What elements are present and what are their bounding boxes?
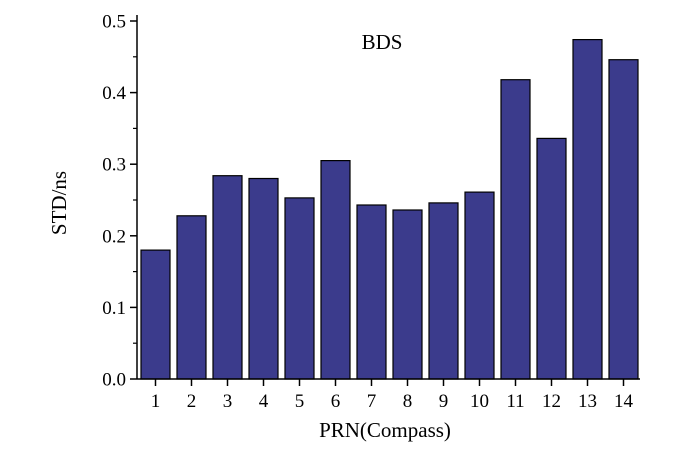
bar-14: [608, 59, 639, 380]
y-tick-label: 0.3: [102, 155, 126, 176]
y-tick-label: 0.0: [102, 370, 126, 391]
x-tick-label: 12: [542, 391, 561, 412]
x-tick-label: 6: [331, 391, 341, 412]
x-tick-label: 4: [259, 391, 269, 412]
bar-3: [212, 175, 243, 380]
x-axis-title: PRN(Compass): [319, 418, 451, 442]
y-axis-title: STD/ns: [47, 171, 71, 235]
y-tick-label: 0.1: [102, 298, 126, 319]
x-tick-label: 9: [439, 391, 449, 412]
x-tick-label: 3: [223, 391, 233, 412]
x-tick-label: 11: [506, 391, 524, 412]
bar-12: [536, 137, 567, 380]
x-tick-label: 2: [187, 391, 197, 412]
x-tick-label: 7: [367, 391, 377, 412]
y-tick-label: 0.2: [102, 226, 126, 247]
bar-2: [176, 215, 207, 380]
y-ticks-group: 0.0 0.1 0.2 0.3 0.4 0.5: [102, 12, 137, 391]
x-tick-label: 5: [295, 391, 305, 412]
bar-11: [500, 79, 531, 380]
y-tick-label: 0.4: [102, 83, 126, 104]
bar-4: [248, 177, 279, 380]
bar-8: [392, 209, 423, 380]
bar-7: [356, 204, 387, 380]
chart-annotation: BDS: [362, 30, 403, 54]
bar-5: [284, 197, 315, 380]
x-tick-label: 10: [470, 391, 489, 412]
bar-10: [464, 191, 495, 380]
bar-6: [320, 160, 351, 380]
bar-13: [572, 38, 603, 380]
bar-1: [140, 249, 171, 380]
bar-9: [428, 202, 459, 380]
x-ticks-group: 1 2 3 4 5 6 7 8 9 10 11 12 13 14: [151, 379, 634, 412]
x-tick-label: 8: [403, 391, 413, 412]
bars-group: [140, 38, 639, 380]
x-tick-label: 14: [614, 391, 634, 412]
y-tick-label: 0.5: [102, 12, 126, 33]
x-tick-label: 13: [578, 391, 597, 412]
x-tick-label: 1: [151, 391, 161, 412]
